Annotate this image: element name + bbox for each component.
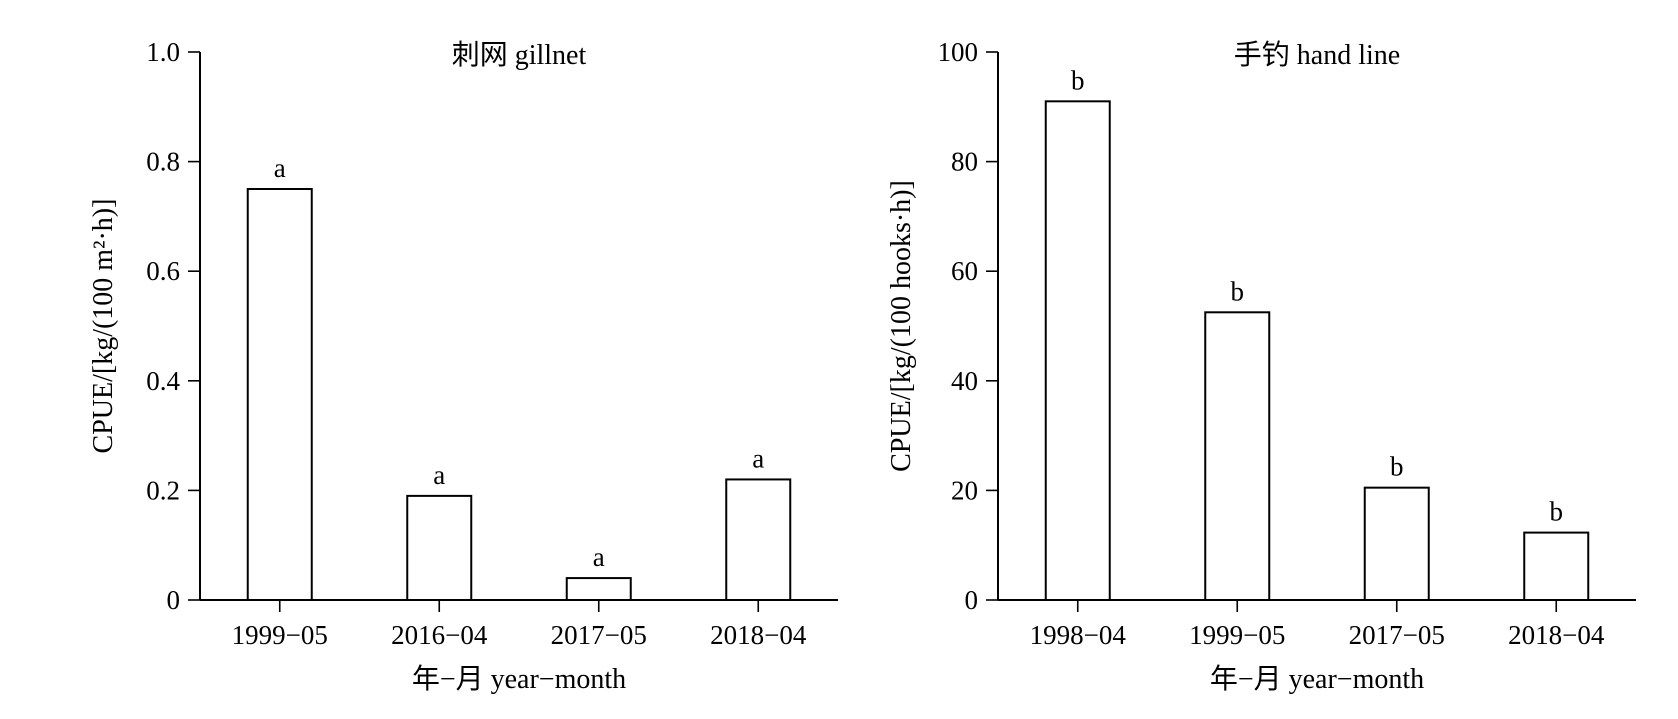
x-tick-label: 2017−05 [1349, 620, 1445, 650]
y-axis-title: CPUE/[kg/(100 hooks·h)] [886, 180, 917, 472]
x-tick-label: 2018−04 [710, 620, 807, 650]
y-tick-label: 20 [951, 475, 978, 505]
y-tick-label: 0.8 [146, 147, 180, 177]
y-tick-label: 0 [965, 585, 979, 615]
bar [1204, 311, 1271, 601]
x-axis-title: 年−月 year−month [412, 663, 626, 695]
bar [565, 577, 632, 602]
bar-significance-label: a [433, 460, 445, 490]
bar [1363, 486, 1430, 601]
y-tick-label: 80 [951, 147, 978, 177]
y-tick-label: 0.2 [146, 475, 180, 505]
x-tick-label: 2018−04 [1508, 620, 1605, 650]
x-tick-label: 2017−05 [551, 620, 647, 650]
y-tick-label: 100 [938, 37, 979, 67]
bar-significance-label: b [1071, 65, 1085, 95]
bar-significance-label: b [1390, 452, 1404, 482]
bar [246, 188, 313, 601]
y-tick-label: 0.4 [146, 366, 180, 396]
x-axis-title: 年−月 year−month [1210, 663, 1424, 695]
chart-title: 刺网 gillnet [452, 39, 587, 71]
y-axis-title: CPUE/[kg/(100 m²·h)] [88, 199, 119, 454]
bar [406, 494, 473, 602]
bar-significance-label: a [593, 542, 605, 572]
chart-title: 手钓 hand line [1234, 39, 1400, 71]
bar-significance-label: a [274, 153, 286, 183]
gillnet-chart-panel: 0 0.2 0.4 0.6 0.8 1.0 1999−05 a 2016−04 a 2017−05 a… [88, 37, 838, 695]
y-tick-label: 60 [951, 256, 978, 286]
x-tick-label: 2016−04 [391, 620, 488, 650]
y-tick-label: 1.0 [146, 37, 180, 67]
x-tick-label: 1999−05 [1189, 620, 1285, 650]
bar-significance-label: a [752, 443, 764, 473]
bar [1044, 100, 1111, 601]
x-tick-label: 1999−05 [232, 620, 328, 650]
bar [1523, 531, 1590, 602]
y-tick-label: 0 [167, 585, 181, 615]
bar-significance-label: b [1231, 276, 1245, 306]
y-tick-label: 0.6 [146, 256, 180, 286]
y-tick-label: 40 [951, 366, 978, 396]
bar-significance-label: b [1550, 497, 1564, 527]
hand-line-chart-panel: 0 20 40 60 80 100 1998−04 b 1999−05 b 2017−05 b 2018… [886, 37, 1636, 695]
x-tick-label: 1998−04 [1030, 620, 1127, 650]
bar [725, 478, 792, 601]
